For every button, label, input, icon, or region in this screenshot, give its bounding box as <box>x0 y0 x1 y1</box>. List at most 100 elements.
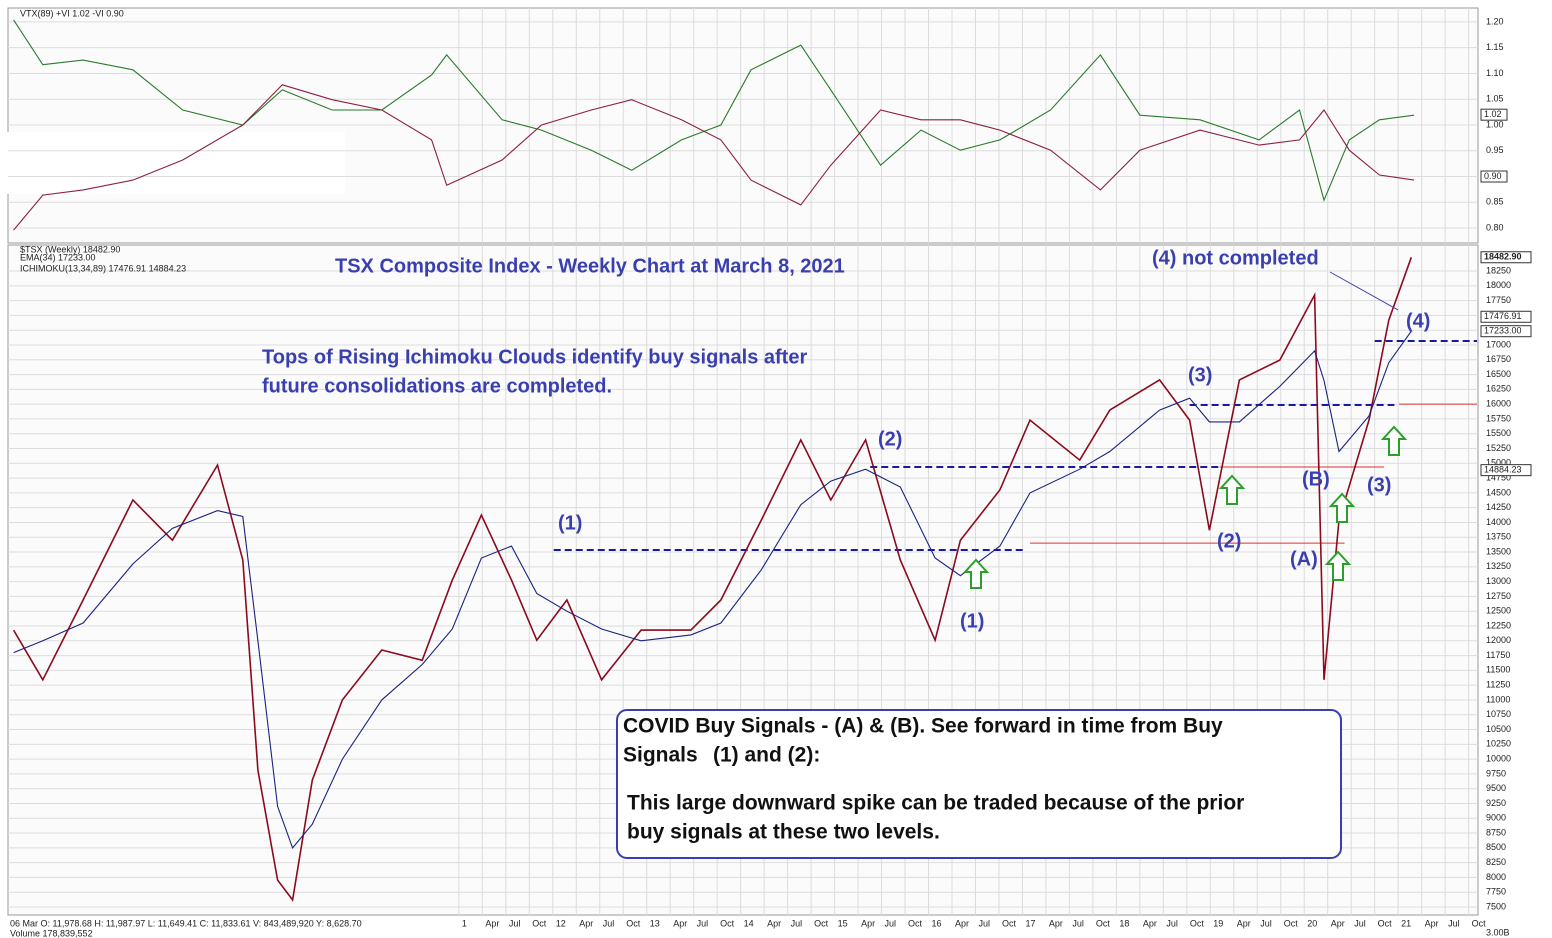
x-tick-label: Jul <box>791 918 803 928</box>
annotation: (4) <box>1406 310 1430 332</box>
y-tick-label: 14000 <box>1486 517 1511 527</box>
y-tick-label: 13750 <box>1486 532 1511 542</box>
y-tick-label: 15750 <box>1486 413 1511 423</box>
x-tick-label: 18 <box>1119 918 1129 928</box>
y-tick-label: 11500 <box>1486 665 1510 675</box>
x-tick-label: Jul <box>1448 918 1460 928</box>
y-tick-label: 14250 <box>1486 502 1511 512</box>
y-tick-label: 16250 <box>1486 384 1511 394</box>
x-tick-label: 15 <box>838 918 848 928</box>
annotation: (1) <box>558 512 582 534</box>
y-tick-label: 10500 <box>1486 724 1511 734</box>
note-line: buy signals at these two levels. <box>627 821 940 844</box>
y-tick-label: 10750 <box>1486 709 1511 719</box>
annotation: TSX Composite Index - Weekly Chart at Ma… <box>335 255 845 277</box>
note-line: COVID Buy Signals - (A) & (B). See forwa… <box>623 715 1223 738</box>
note-line: This large downward spike can be traded … <box>627 792 1244 815</box>
x-tick-label: 19 <box>1213 918 1223 928</box>
last-value-label: 18482.90 <box>1484 252 1522 262</box>
y-tick-label: 9000 <box>1486 813 1506 823</box>
y-tick-label: 8500 <box>1486 842 1506 852</box>
annotation: (3) <box>1367 474 1391 496</box>
x-tick-label: Oct <box>1190 918 1205 928</box>
y-tick-label: 8250 <box>1486 857 1506 867</box>
y-tick-label: 7500 <box>1486 901 1506 911</box>
annotation: (2) <box>878 428 902 450</box>
x-tick-label: Apr <box>955 918 969 928</box>
y-tick-label: 0.95 <box>1486 145 1504 155</box>
annotation: (A) <box>1290 548 1318 570</box>
y-tick-label: 1.10 <box>1486 68 1504 78</box>
annotation-pointer <box>1329 271 1399 311</box>
x-tick-label: Apr <box>1237 918 1251 928</box>
y-tick-label: 18000 <box>1486 280 1511 290</box>
note-line: (1) and (2): <box>713 744 820 767</box>
y-tick-label: 1.00 <box>1486 119 1504 129</box>
y-tick-label: 11250 <box>1486 680 1510 690</box>
last-value-box <box>1480 108 1508 121</box>
y-tick-label: 9250 <box>1486 798 1506 808</box>
y-tick-label: 15250 <box>1486 443 1511 453</box>
y-tick-label: 17000 <box>1486 339 1511 349</box>
y-tick-label: 1.05 <box>1486 94 1504 104</box>
series-line <box>13 330 1412 849</box>
x-tick-label: Oct <box>1002 918 1017 928</box>
last-value-box <box>1480 464 1532 477</box>
x-tick-label: Oct <box>720 918 735 928</box>
series-line <box>13 19 1415 202</box>
x-tick-label: Apr <box>579 918 593 928</box>
signal-arrow <box>1328 492 1356 523</box>
x-tick-label: Apr <box>1331 918 1345 928</box>
x-tick-label: Jul <box>885 918 897 928</box>
legend-entry: $TSX (Weekly) 18482.90 <box>20 244 120 254</box>
x-tick-label: 17 <box>1025 918 1035 928</box>
legend: VTX(89) +VI 1.02 -VI 0.90 <box>20 8 124 18</box>
x-tick-label: Apr <box>767 918 781 928</box>
annotation: (1) <box>960 610 984 632</box>
last-value-box <box>1480 310 1532 323</box>
y-tick-label: 8750 <box>1486 827 1506 837</box>
y-tick-label: 16000 <box>1486 399 1511 409</box>
x-tick-label: Jul <box>1072 918 1084 928</box>
y-tick-label: 16500 <box>1486 369 1511 379</box>
last-value-label: 14884.23 <box>1484 465 1522 475</box>
y-tick-label: 11750 <box>1486 650 1510 660</box>
y-tick-label: 12500 <box>1486 606 1511 616</box>
x-tick-label: Apr <box>861 918 875 928</box>
annotation: (4) not completed <box>1152 247 1319 269</box>
x-tick-label: 1 <box>462 918 467 928</box>
signal-arrow <box>1218 474 1246 505</box>
volume-tick: 3.00B <box>1486 927 1510 937</box>
y-tick-label: 15500 <box>1486 428 1511 438</box>
y-tick-label: 13500 <box>1486 546 1511 556</box>
x-tick-label: Apr <box>673 918 687 928</box>
signal-arrow <box>962 558 990 589</box>
y-tick-label: 7750 <box>1486 887 1506 897</box>
y-tick-label: 16750 <box>1486 354 1511 364</box>
y-tick-label: 1.20 <box>1486 16 1504 26</box>
y-tick-label: 10000 <box>1486 753 1511 763</box>
x-tick-label: 20 <box>1307 918 1317 928</box>
annotation: (3) <box>1188 364 1212 386</box>
x-tick-label: Jul <box>978 918 990 928</box>
legend-entry: EMA(34) 17233.00 <box>20 252 96 262</box>
y-tick-label: 9750 <box>1486 768 1506 778</box>
legend-entry: ICHIMOKU(13,34,89) 17476.91 14884.23 <box>20 263 186 273</box>
x-tick-label: Oct <box>532 918 547 928</box>
indicator-panel <box>7 7 1479 244</box>
last-value-box <box>1480 251 1532 264</box>
last-value-label: 0.90 <box>1484 171 1502 181</box>
y-tick-label: 18250 <box>1486 265 1511 275</box>
last-value-label: 1.02 <box>1484 109 1502 119</box>
x-tick-label: Oct <box>1378 918 1393 928</box>
y-tick-label: 0.80 <box>1486 222 1504 232</box>
x-tick-label: Apr <box>1425 918 1439 928</box>
x-tick-label: Apr <box>1049 918 1063 928</box>
y-tick-label: 12250 <box>1486 620 1511 630</box>
x-tick-label: Apr <box>485 918 499 928</box>
y-tick-label: 11000 <box>1486 694 1510 704</box>
y-tick-label: 8000 <box>1486 872 1506 882</box>
x-tick-label: Oct <box>1284 918 1299 928</box>
x-tick-label: 21 <box>1401 918 1411 928</box>
